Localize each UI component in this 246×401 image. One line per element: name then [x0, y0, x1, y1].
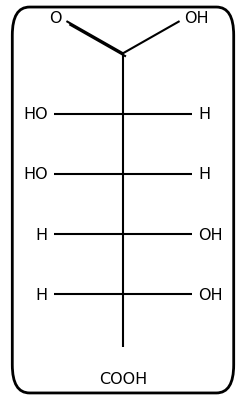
Text: H: H [198, 107, 210, 122]
Text: OH: OH [198, 227, 223, 242]
Text: H: H [36, 287, 48, 302]
Text: OH: OH [198, 287, 223, 302]
Text: O: O [49, 10, 62, 26]
Text: HO: HO [23, 107, 48, 122]
Text: COOH: COOH [99, 371, 147, 387]
Text: H: H [198, 167, 210, 182]
Text: H: H [36, 227, 48, 242]
Text: OH: OH [184, 10, 209, 26]
Text: HO: HO [23, 167, 48, 182]
